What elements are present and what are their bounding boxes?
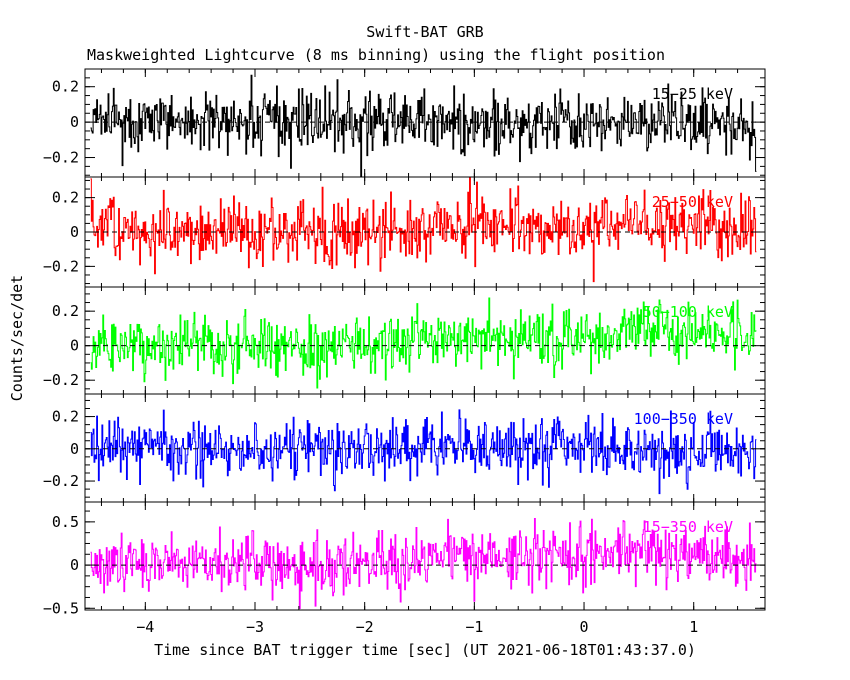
band-label: 100−350 keV xyxy=(634,410,733,428)
lightcurve-series xyxy=(90,74,757,177)
chart-subtitle: Maskweighted Lightcurve (8 ms binning) u… xyxy=(87,46,665,64)
y-tick-label: −0.2 xyxy=(43,149,79,167)
y-tick-label: 0.5 xyxy=(52,513,79,531)
y-tick-label: 0 xyxy=(70,337,79,355)
band-label: 25−50 keV xyxy=(652,193,733,211)
y-tick-label: −0.2 xyxy=(43,472,79,490)
panel-3: −0.2 0 0.2 100−350 keV xyxy=(43,393,766,503)
y-tick-label: 0.2 xyxy=(52,302,79,320)
y-axis-label: Counts/sec/det xyxy=(8,275,26,401)
panel-2: −0.2 0 0.2 50−100 keV xyxy=(43,286,766,395)
lightcurve-series xyxy=(90,409,757,495)
y-tick-label: 0 xyxy=(70,556,79,574)
y-tick-label: −0.5 xyxy=(43,599,79,617)
y-tick-label: −0.2 xyxy=(43,257,79,275)
y-tick-label: 0.2 xyxy=(52,408,79,426)
y-tick-label: 0 xyxy=(70,113,79,131)
lightcurve-series xyxy=(90,518,757,609)
x-tick-label: 0 xyxy=(580,618,589,636)
x-tick-label: −3 xyxy=(246,618,264,636)
panel-frame xyxy=(84,501,766,611)
chart-title: Swift-BAT GRB xyxy=(366,23,483,41)
x-tick-label: −4 xyxy=(136,618,154,636)
lightcurve-series xyxy=(90,177,757,283)
x-axis-label: Time since BAT trigger time [sec] (UT 20… xyxy=(154,641,696,659)
x-tick-label: −2 xyxy=(356,618,374,636)
band-label: 15−25 keV xyxy=(652,85,733,103)
y-tick-label: 0 xyxy=(70,440,79,458)
panel-4: −0.5 0 0.5 15−350 keV xyxy=(43,501,766,617)
x-tick-label: 1 xyxy=(689,618,698,636)
y-tick-label: 0.2 xyxy=(52,78,79,96)
band-label: 50−100 keV xyxy=(643,303,733,321)
y-tick-label: −0.2 xyxy=(43,371,79,389)
y-tick-label: 0.2 xyxy=(52,189,79,207)
panel-0: −0.2 0 0.2 15−25 keV xyxy=(43,68,766,178)
panels-group: −0.2 0 0.2 15−25 keV −0.2 0 0.2 25−50 keV −0.2 0 0… xyxy=(43,68,766,636)
panel-1: −0.2 0 0.2 25−50 keV xyxy=(43,176,766,288)
x-tick-label: −1 xyxy=(465,618,483,636)
band-label: 15−350 keV xyxy=(643,518,733,536)
y-tick-label: 0 xyxy=(70,223,79,241)
